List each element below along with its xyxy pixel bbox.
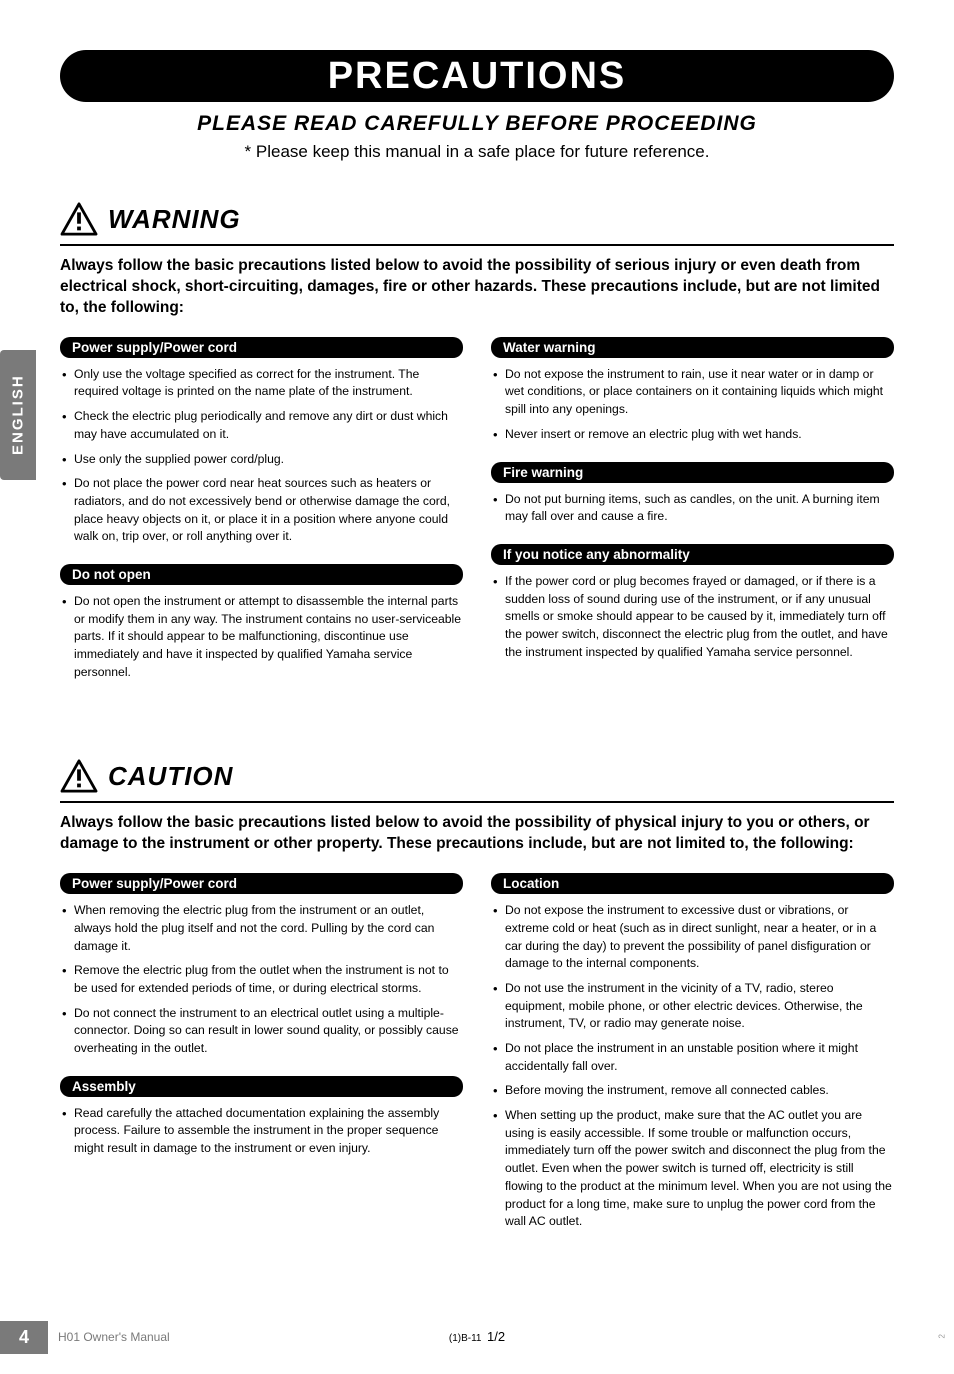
warning-icon [60, 202, 98, 236]
caution-header: CAUTION [60, 759, 894, 793]
bullet-list: Only use the voltage specified as correc… [60, 366, 463, 546]
bullet-list: Do not open the instrument or attempt to… [60, 593, 463, 681]
section-heading: Water warning [491, 337, 894, 358]
list-item: Do not expose the instrument to rain, us… [491, 366, 894, 419]
list-item: Do not open the instrument or attempt to… [60, 593, 463, 681]
list-item: Remove the electric plug from the outlet… [60, 962, 463, 997]
caution-left-col: Power supply/Power cord When removing th… [60, 873, 463, 1249]
page-title: PRECAUTIONS [60, 50, 894, 102]
warning-columns: Power supply/Power cord Only use the vol… [60, 337, 894, 700]
page-subtitle: PLEASE READ CAREFULLY BEFORE PROCEEDING [60, 112, 894, 136]
bullet-list: Do not expose the instrument to rain, us… [491, 366, 894, 444]
caution-columns: Power supply/Power cord When removing th… [60, 873, 894, 1249]
warning-left-col: Power supply/Power cord Only use the vol… [60, 337, 463, 700]
list-item: Do not use the instrument in the vicinit… [491, 980, 894, 1033]
list-item: Check the electric plug periodically and… [60, 408, 463, 443]
list-item: Never insert or remove an electric plug … [491, 426, 894, 444]
page-footer: 4 H01 Owner's Manual [0, 1321, 954, 1354]
language-tab: ENGLISH [0, 350, 36, 480]
bullet-list: Do not put burning items, such as candle… [491, 491, 894, 526]
bullet-list: If the power cord or plug becomes frayed… [491, 573, 894, 661]
list-item: Do not place the instrument in an unstab… [491, 1040, 894, 1075]
list-item: When setting up the product, make sure t… [491, 1107, 894, 1231]
list-item: Do not expose the instrument to excessiv… [491, 902, 894, 973]
caution-right-col: Location Do not expose the instrument to… [491, 873, 894, 1249]
list-item: When removing the electric plug from the… [60, 902, 463, 955]
warning-right-col: Water warning Do not expose the instrume… [491, 337, 894, 700]
bullet-list: Do not expose the instrument to excessiv… [491, 902, 894, 1231]
keep-note: * Please keep this manual in a safe plac… [60, 142, 894, 162]
warning-lead: Always follow the basic precautions list… [60, 256, 894, 319]
bullet-list: When removing the electric plug from the… [60, 902, 463, 1058]
warning-header: WARNING [60, 202, 894, 236]
list-item: Only use the voltage specified as correc… [60, 366, 463, 401]
list-item: If the power cord or plug becomes frayed… [491, 573, 894, 661]
manual-page: ENGLISH PRECAUTIONS PLEASE READ CAREFULL… [0, 0, 954, 1374]
section-heading: Do not open [60, 564, 463, 585]
bullet-list: Read carefully the attached documentatio… [60, 1105, 463, 1158]
manual-name: H01 Owner's Manual [58, 1330, 170, 1344]
list-item: Before moving the instrument, remove all… [491, 1082, 894, 1100]
section-heading: Power supply/Power cord [60, 337, 463, 358]
warning-icon [60, 759, 98, 793]
section-heading: Fire warning [491, 462, 894, 483]
list-item: Read carefully the attached documentatio… [60, 1105, 463, 1158]
list-item: Do not connect the instrument to an elec… [60, 1005, 463, 1058]
section-heading: Power supply/Power cord [60, 873, 463, 894]
page-number: 4 [0, 1321, 48, 1354]
section-heading: If you notice any abnormality [491, 544, 894, 565]
divider [60, 801, 894, 803]
caution-title: CAUTION [108, 761, 233, 792]
list-item: Use only the supplied power cord/plug. [60, 451, 463, 469]
list-item: Do not place the power cord near heat so… [60, 475, 463, 546]
section-heading: Location [491, 873, 894, 894]
caution-lead: Always follow the basic precautions list… [60, 813, 894, 855]
list-item: Do not put burning items, such as candle… [491, 491, 894, 526]
warning-title: WARNING [108, 204, 241, 235]
divider [60, 244, 894, 246]
section-heading: Assembly [60, 1076, 463, 1097]
